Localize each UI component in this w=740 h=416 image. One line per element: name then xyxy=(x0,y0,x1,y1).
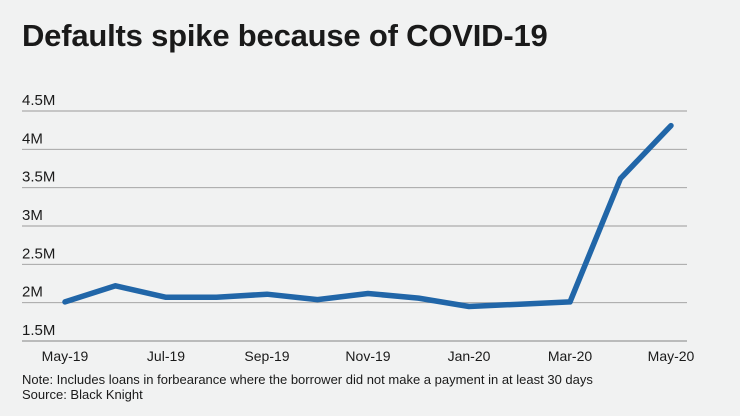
data-point-sep-19 xyxy=(265,292,270,297)
footnote: Note: Includes loans in forbearance wher… xyxy=(22,372,593,402)
x-tick-label: Jan-20 xyxy=(448,348,491,364)
data-point-jan-20 xyxy=(467,304,472,309)
y-tick-label: 2.5M xyxy=(22,245,55,262)
x-tick-label: Nov-19 xyxy=(345,348,390,364)
y-tick-label: 3.5M xyxy=(22,169,55,186)
data-point-mar-20 xyxy=(568,299,573,304)
data-point-may-20 xyxy=(669,123,674,128)
note-text: Note: Includes loans in forbearance wher… xyxy=(22,372,593,387)
data-point-oct-19 xyxy=(315,297,320,302)
chart-title: Defaults spike because of COVID-19 xyxy=(22,18,548,53)
source-text: Source: Black Knight xyxy=(22,387,143,402)
x-tick-label: Jul-19 xyxy=(147,348,185,364)
x-tick-label: May-19 xyxy=(42,348,89,364)
data-point-jun-19 xyxy=(113,283,118,288)
data-point-feb-20 xyxy=(517,302,522,307)
y-tick-label: 3M xyxy=(22,207,43,224)
y-tick-label: 4.5M xyxy=(22,92,55,109)
data-point-nov-19 xyxy=(366,291,371,296)
data-point-jul-19 xyxy=(164,295,169,300)
series-line xyxy=(62,122,674,310)
data-point-dec-19 xyxy=(416,296,421,301)
x-tick-label: Sep-19 xyxy=(244,348,289,364)
y-tick-label: 4M xyxy=(22,130,43,147)
data-point-aug-19 xyxy=(214,295,219,300)
data-point-apr-20 xyxy=(618,176,623,181)
x-tick-label: Mar-20 xyxy=(548,348,593,364)
data-point-may-19 xyxy=(63,299,68,304)
y-tick-label: 2M xyxy=(22,284,43,301)
y-tick-label: 1.5M xyxy=(22,322,55,339)
x-tick-label: May-20 xyxy=(648,348,695,364)
